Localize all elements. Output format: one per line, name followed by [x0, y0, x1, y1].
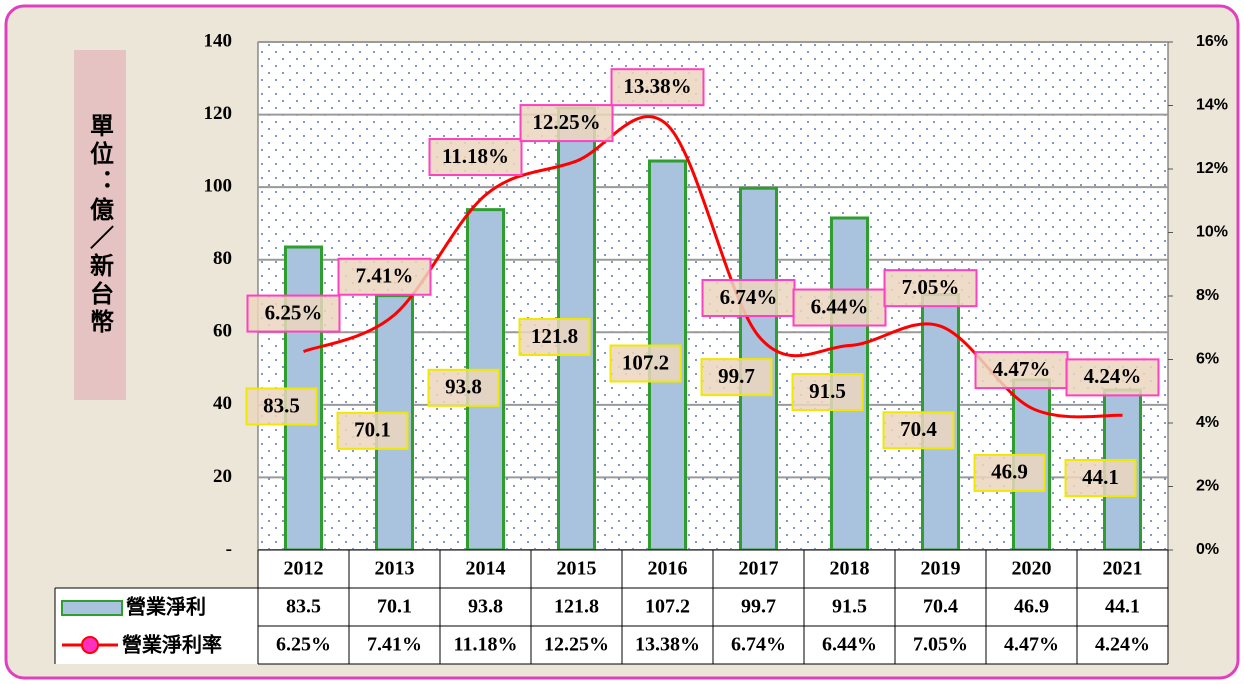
- table-value: 70.1: [377, 596, 412, 618]
- bar-value-label-box: [973, 453, 1046, 492]
- line-value-label-box: [337, 257, 432, 296]
- y2-tick-label: 6%: [1196, 351, 1219, 368]
- y-axis-label: 單位：億／新台幣: [74, 50, 126, 400]
- bar-value-label: 99.7: [718, 364, 755, 388]
- table-value: 6.44%: [822, 634, 877, 656]
- line-value-label-box: [792, 288, 887, 327]
- line-value-label: 11.18%: [442, 144, 509, 168]
- x-tick-label: 2014: [466, 558, 506, 580]
- line-value-label-box: [246, 294, 341, 333]
- bar-value-label-box: [427, 368, 500, 407]
- bar-value-label: 83.5: [263, 393, 300, 417]
- x-tick-label: 2019: [921, 558, 961, 580]
- line-value-label-box: [701, 279, 796, 318]
- line-value-label: 7.05%: [902, 275, 960, 299]
- line-value-label: 6.44%: [811, 294, 869, 318]
- bar-value-label: 93.8: [445, 375, 482, 399]
- y-tick-label: 100: [204, 176, 233, 197]
- bar-value-label: 70.4: [900, 417, 937, 441]
- table-value: 91.5: [832, 596, 867, 618]
- bar-value-label: 70.1: [354, 418, 391, 442]
- table-value: 7.41%: [367, 634, 422, 656]
- table-value: 11.18%: [454, 634, 518, 656]
- line-value-label-box: [519, 104, 614, 143]
- y2-tick-label: 10%: [1196, 224, 1228, 241]
- table-value: 6.74%: [731, 634, 786, 656]
- bar-value-label: 46.9: [991, 460, 1028, 484]
- y2-tick-label: 8%: [1196, 287, 1219, 304]
- bar-value-label-box: [791, 372, 864, 411]
- bar-value-label-box: [1064, 458, 1137, 497]
- legend-marker: [81, 636, 99, 654]
- bar-value-label-box: [609, 344, 682, 383]
- y-tick-label: -: [226, 538, 232, 559]
- y-tick-label: 60: [213, 321, 232, 342]
- y-tick-label: 120: [204, 103, 233, 124]
- legend-swatch: [61, 600, 123, 616]
- line-value-label-box: [974, 351, 1069, 390]
- table-value: 83.5: [286, 596, 321, 618]
- x-tick-label: 2013: [375, 558, 415, 580]
- x-tick-label: 2021: [1103, 558, 1143, 580]
- bar-value-label: 44.1: [1082, 465, 1119, 489]
- line-value-label: 7.41%: [356, 264, 414, 288]
- y2-tick-label: 16%: [1196, 33, 1228, 50]
- line: [302, 115, 1123, 419]
- x-tick-label: 2017: [739, 558, 779, 580]
- line-value-label: 4.24%: [1084, 364, 1142, 388]
- y2-tick-label: 12%: [1196, 160, 1228, 177]
- x-tick-label: 2012: [284, 558, 324, 580]
- x-tick-label: 2015: [557, 558, 597, 580]
- table-value: 4.24%: [1095, 634, 1150, 656]
- y-tick-label: 20: [213, 466, 232, 487]
- bar-value-label-box: [518, 318, 591, 357]
- table-value: 70.4: [923, 596, 958, 618]
- line-value-label: 12.25%: [532, 110, 600, 134]
- table-value: 7.05%: [913, 634, 968, 656]
- table-value: 93.8: [468, 596, 503, 618]
- legend-label: 營業淨利: [126, 595, 206, 619]
- bar-value-label: 107.2: [622, 350, 669, 374]
- bar-value-label: 91.5: [809, 379, 846, 403]
- x-tick-label: 2016: [648, 558, 688, 580]
- bar-value-label-box: [245, 387, 318, 426]
- bar-value-label-box: [882, 411, 955, 450]
- table-value: 46.9: [1014, 596, 1049, 618]
- legend-label: 營業淨利率: [122, 633, 222, 657]
- line-value-label-box: [883, 269, 978, 308]
- table-value: 121.8: [554, 596, 599, 618]
- x-tick-label: 2018: [830, 558, 870, 580]
- table-value: 99.7: [741, 596, 776, 618]
- bar-value-label-box: [700, 358, 773, 397]
- y-tick-label: 40: [213, 393, 232, 414]
- line-value-label-box: [610, 68, 705, 107]
- table-value: 44.1: [1105, 596, 1140, 618]
- line-value-label-box: [1065, 358, 1160, 397]
- table-value: 4.47%: [1004, 634, 1059, 656]
- x-tick-label: 2020: [1012, 558, 1052, 580]
- table-value: 6.25%: [276, 634, 331, 656]
- y2-tick-label: 2%: [1196, 478, 1219, 495]
- bar-value-label-box: [336, 411, 409, 450]
- y2-tick-label: 14%: [1196, 97, 1228, 114]
- y2-tick-label: 4%: [1196, 414, 1219, 431]
- y2-tick-label: 0%: [1196, 541, 1219, 558]
- bar-value-label: 121.8: [531, 324, 578, 348]
- table-value: 12.25%: [544, 634, 609, 656]
- table-value: 107.2: [645, 596, 690, 618]
- table-value: 13.38%: [635, 634, 700, 656]
- line-value-label-box: [428, 138, 523, 177]
- line-value-label: 6.25%: [265, 300, 323, 324]
- line-value-label: 13.38%: [623, 74, 691, 98]
- y-tick-label: 80: [213, 248, 232, 269]
- y-tick-label: 140: [204, 30, 233, 51]
- line-value-label: 6.74%: [720, 285, 778, 309]
- line-value-label: 4.47%: [993, 357, 1051, 381]
